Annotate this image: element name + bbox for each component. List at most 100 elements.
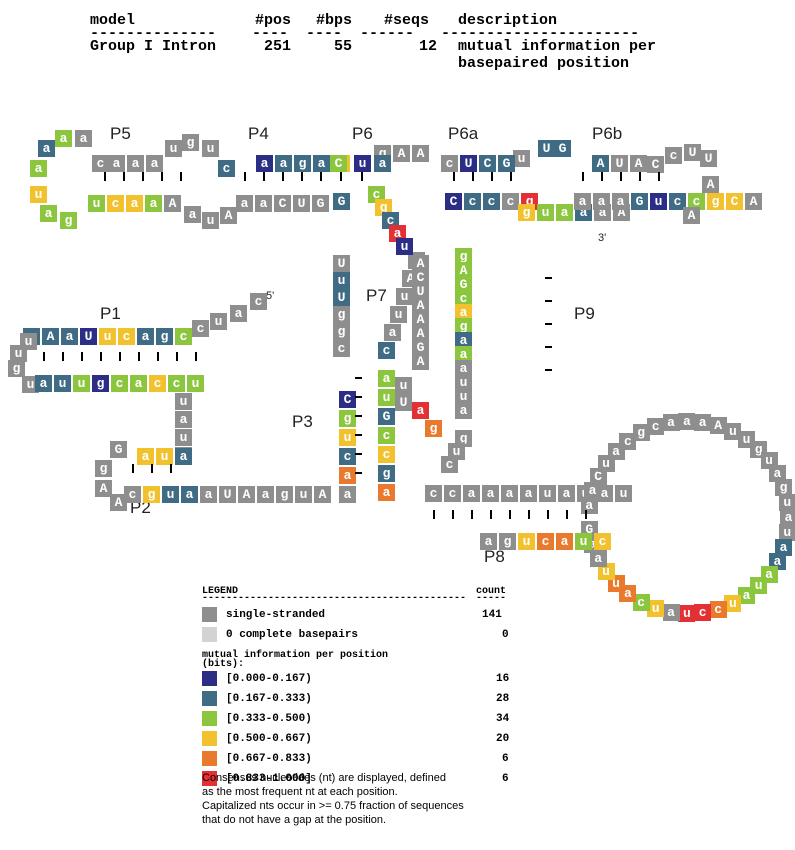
nucleotide: a xyxy=(768,553,786,570)
nucleotide: u xyxy=(537,204,554,221)
nucleotide: g xyxy=(632,424,650,442)
nucleotide: g xyxy=(455,248,472,265)
nucleotide: c xyxy=(619,432,637,450)
basepair-tick xyxy=(471,510,473,519)
legend-note-line: as the most frequent nt at each position… xyxy=(202,786,398,798)
nucleotide: a xyxy=(256,155,273,172)
nucleotide: u xyxy=(162,486,179,503)
nucleotide: c xyxy=(632,593,650,611)
nucleotide: g xyxy=(333,323,350,340)
nucleotide: a xyxy=(35,375,52,392)
legend-note-line: that do not have a gap at the position. xyxy=(202,814,387,826)
nucleotide: u xyxy=(333,272,350,289)
nucleotide: a xyxy=(378,370,395,387)
nucleotide: a xyxy=(593,193,610,210)
nucleotide: u xyxy=(156,448,173,465)
basepair-tick xyxy=(491,172,493,181)
nucleotide: u xyxy=(99,328,116,345)
nucleotide: a xyxy=(455,332,472,349)
helix-label-p6a: P6a xyxy=(448,124,479,143)
nucleotide: U xyxy=(293,195,310,212)
basepair-tick xyxy=(528,510,530,519)
nucleotide: g xyxy=(143,486,160,503)
legend-count-header: count xyxy=(476,586,507,597)
nucleotide: a xyxy=(175,411,192,428)
description-line-1: mutual information per xyxy=(458,38,657,55)
nucleotide: G xyxy=(110,441,127,458)
basepair-tick xyxy=(151,464,153,473)
nucleotide: c xyxy=(425,485,442,502)
nucleotide: A xyxy=(745,193,762,210)
nucleotide: C xyxy=(274,195,291,212)
helix-label-p1: P1 xyxy=(100,304,121,323)
legend-label-single: single-stranded xyxy=(226,609,326,621)
basepair-tick xyxy=(452,510,454,519)
nucleotide: a xyxy=(455,346,472,363)
nucleotide: c xyxy=(107,195,124,212)
legend-swatch xyxy=(202,731,217,746)
nucleotide: A xyxy=(42,328,59,345)
nucleotide: U xyxy=(684,144,701,161)
legend-label-complete: 0 complete basepairs xyxy=(226,629,359,641)
nucleotide: A xyxy=(110,494,127,511)
nucleotide: c xyxy=(168,375,185,392)
nucleotide: a xyxy=(662,603,680,621)
nucleotide: a xyxy=(126,195,143,212)
nucleotide: a xyxy=(580,496,598,514)
nucleotide: A xyxy=(412,353,429,370)
nucleotide: A xyxy=(412,145,429,162)
nucleotide: c xyxy=(339,448,356,465)
nucleotide: u xyxy=(778,493,795,511)
basepair-tick xyxy=(142,172,144,181)
nucleotide: c xyxy=(669,193,686,210)
nucleotide: u xyxy=(175,429,192,446)
nucleotide: u xyxy=(455,374,472,391)
nucleotide: G xyxy=(554,140,571,157)
basepair-tick xyxy=(195,352,197,361)
basepair-tick xyxy=(138,352,140,361)
nucleotide: G xyxy=(333,193,350,210)
helix-label-p7: P7 xyxy=(366,286,387,305)
nucleotide: u xyxy=(295,486,312,503)
basepair-tick xyxy=(355,472,362,474)
basepair-tick xyxy=(355,453,362,455)
legend-mi-title-1: mutual information per position xyxy=(202,650,389,661)
nucleotide: G xyxy=(412,339,429,356)
basepair-tick xyxy=(472,172,474,181)
nucleotide: c xyxy=(368,186,385,203)
legend-swatch xyxy=(202,691,217,706)
nucleotide: U xyxy=(80,328,97,345)
basepair-tick xyxy=(81,352,83,361)
nucleotide: a xyxy=(339,467,356,484)
nucleotide: C xyxy=(412,269,429,286)
nucleotide: A xyxy=(412,297,429,314)
nucleotide: a xyxy=(146,155,163,172)
nucleotide: G xyxy=(312,195,329,212)
helix-label-p6: P6 xyxy=(352,124,373,143)
nucleotide: A xyxy=(455,262,472,279)
nucleotide: A xyxy=(709,417,727,435)
legend-bin-count: 6 xyxy=(502,753,509,765)
nucleotide: a xyxy=(737,587,755,605)
nucleotide: u xyxy=(175,393,192,410)
nucleotide: g xyxy=(60,212,77,229)
nucleotide: A xyxy=(702,176,719,193)
nucleotide: a xyxy=(558,485,575,502)
nucleotide: C xyxy=(445,193,462,210)
basepair-tick xyxy=(100,352,102,361)
pos-value: 251 xyxy=(264,38,292,55)
basepair-tick xyxy=(119,352,121,361)
nucleotide: u xyxy=(30,186,47,203)
nucleotide: u xyxy=(187,375,204,392)
legend-note-line: Consensus nucleotides (nt) are displayed… xyxy=(202,772,446,784)
nucleotide: a xyxy=(589,550,607,568)
basepair-tick xyxy=(601,172,603,181)
basepair-tick xyxy=(545,323,552,325)
legend-swatch xyxy=(202,711,217,726)
nucleotide: c xyxy=(378,427,395,444)
basepair-tick xyxy=(263,172,265,181)
nucleotide: U xyxy=(700,150,717,167)
legend-bin-count: 16 xyxy=(496,673,510,685)
legend-count-complete: 0 xyxy=(502,629,509,641)
nucleotide: u xyxy=(22,376,39,393)
